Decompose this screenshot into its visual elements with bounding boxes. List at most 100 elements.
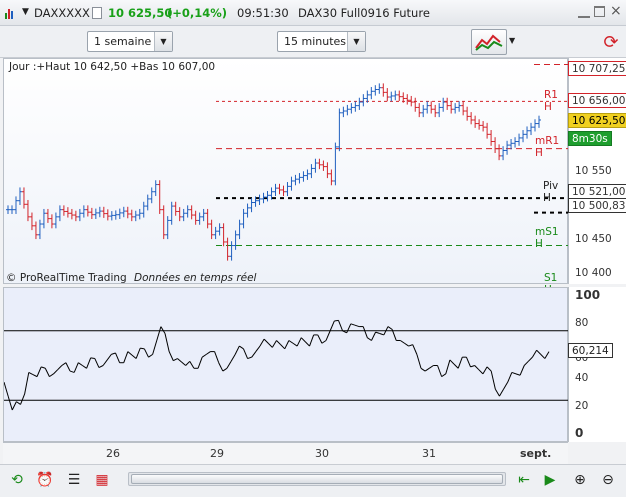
window-icon[interactable]	[5, 7, 17, 19]
oscillator-segment	[519, 365, 525, 376]
oscillator-segment	[511, 371, 517, 375]
oscillator-segment	[515, 373, 521, 376]
oscillator-segment	[115, 352, 121, 363]
oscillator-segment	[152, 340, 158, 355]
chevron-down-icon[interactable]: ▼	[347, 32, 365, 51]
oscillator-segment	[470, 365, 475, 368]
date-tick: 29	[210, 447, 224, 460]
oscillator-segment	[123, 351, 129, 363]
oscillator-segment	[168, 351, 174, 361]
level-label-ms1: mS1 H	[535, 226, 559, 250]
oscillator-segment	[412, 344, 418, 355]
oscillator-segment	[321, 340, 327, 344]
chart-style-dropdown-icon[interactable]: ▼	[509, 36, 516, 45]
osc-tick: 20	[575, 400, 589, 412]
oscillator-segment	[32, 374, 38, 378]
oscillator-segment	[523, 360, 529, 366]
oscillator-segment	[482, 366, 488, 375]
oscillator-segment	[102, 359, 108, 366]
realtime-note: Données en temps réel	[134, 272, 257, 284]
oscillator-segment	[78, 362, 83, 366]
oscillator-segment	[36, 366, 42, 377]
osc-tick: 40	[575, 372, 589, 384]
last-price: 10 625,50	[108, 6, 173, 20]
oscillator-segment	[65, 362, 71, 372]
scroll-left-icon[interactable]: ⇤	[518, 472, 530, 488]
quote-time: 09:51:30	[237, 6, 289, 20]
chevron-down-icon[interactable]: ▼	[154, 32, 172, 51]
play-icon[interactable]: ▶	[544, 472, 556, 488]
oscillator-segment	[44, 368, 50, 377]
oscillator-segment	[24, 372, 30, 395]
price-chart-panel[interactable]: Jour :+Haut 10 642,50 +Bas 10 607,00 R1 …	[3, 58, 569, 296]
price-tag-piv: 10 521,00	[568, 184, 626, 199]
maximize-icon[interactable]	[594, 6, 605, 17]
horizontal-scrollbar[interactable]	[128, 472, 506, 486]
oscillator-segment	[201, 353, 207, 358]
oscillator-segment	[226, 361, 232, 369]
oscillator-segment	[106, 354, 112, 361]
oscillator-segment	[288, 340, 294, 344]
oscillator-segment	[449, 359, 455, 365]
oscillator-segment	[317, 334, 323, 344]
oscillator-segment	[420, 367, 426, 372]
symbol-label[interactable]: DAXXXXX	[34, 6, 90, 20]
zoom-out-icon[interactable]: ⊖	[602, 472, 614, 488]
sync-icon[interactable]: ⟳	[603, 31, 619, 53]
oscillator-segment	[239, 345, 244, 350]
oscillator-segment	[292, 342, 298, 347]
oscillator-segment	[148, 353, 153, 358]
dropdown-arrow-icon[interactable]: ▼	[22, 7, 29, 17]
flag-icon	[92, 7, 102, 19]
oscillator-segment	[98, 365, 104, 369]
oscillator-segment	[503, 381, 509, 390]
oscillator-segment	[197, 356, 203, 369]
level-label-piv: Piv H	[543, 180, 559, 204]
oscillator-segment	[259, 338, 265, 347]
oscillator-segment	[424, 367, 430, 372]
oscillator-segment	[445, 359, 451, 374]
oscillator-segment	[90, 357, 95, 360]
oscillator-segment	[309, 334, 315, 347]
period-select[interactable]: 1 semaine ▼	[87, 31, 173, 52]
oscillator-segment	[532, 349, 538, 358]
list-icon[interactable]: ☰	[67, 472, 81, 488]
scrollbar-thumb[interactable]	[131, 474, 503, 484]
oscillator-segment	[16, 401, 21, 405]
oscillator-segment	[404, 342, 409, 347]
price-tag-r1: 10 656,00	[568, 93, 626, 108]
oscillator-panel[interactable]	[3, 287, 569, 442]
grid-icon[interactable]: ▦	[95, 472, 109, 488]
zoom-in-icon[interactable]: ⊕	[574, 472, 586, 488]
chart-style-button[interactable]	[471, 29, 507, 55]
refresh-chart-icon[interactable]: ⟲	[11, 472, 23, 488]
brand-watermark: © ProRealTime Trading Données en temps r…	[6, 272, 256, 284]
oscillator-segment	[243, 348, 249, 359]
oscillator-segment	[135, 347, 141, 359]
oscillator-segment	[416, 354, 422, 369]
oscillator-axis[interactable]: 100 80 60 40 20 0	[568, 287, 626, 442]
oscillator-segment	[20, 393, 26, 405]
oscillator-segment	[251, 351, 257, 358]
minimize-icon[interactable]	[578, 6, 590, 18]
alarm-icon[interactable]: ⏰	[36, 472, 54, 488]
oscillator-segment	[337, 320, 344, 331]
date-axis[interactable]: 26 29 30 31 sept.	[3, 442, 568, 464]
oscillator-segment	[86, 357, 92, 369]
close-icon[interactable]: ×	[610, 3, 622, 19]
oscillator-segment	[453, 363, 459, 369]
oscillator-segment	[263, 338, 269, 344]
price-axis[interactable]: 10 550 10 450 10 400	[568, 58, 626, 284]
title-bar: ▼ DAXXXXX 10 625,50 (+0,14%) 09:51:30 DA…	[0, 0, 626, 26]
oscillator-segment	[457, 356, 463, 369]
countdown-tag: 8m30s	[568, 131, 612, 146]
oscillator-segment	[160, 326, 166, 334]
oscillator-segment	[11, 401, 17, 411]
interval-select[interactable]: 15 minutes ▼	[277, 31, 366, 52]
oscillator-segment	[528, 356, 533, 362]
oscillator-segment	[383, 326, 389, 336]
oscillator-segment	[49, 373, 54, 378]
level-label-r1: R1 H	[544, 89, 558, 113]
oscillator-segment	[375, 331, 380, 335]
